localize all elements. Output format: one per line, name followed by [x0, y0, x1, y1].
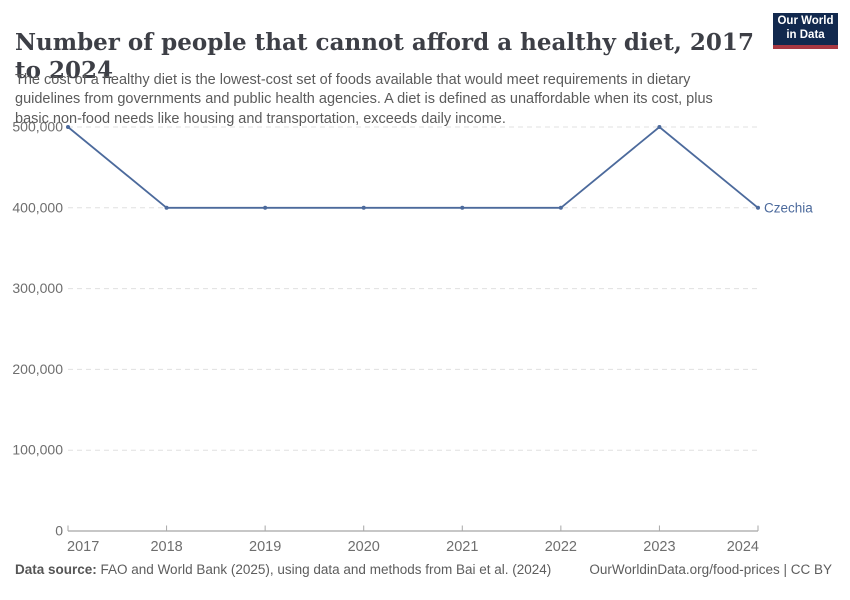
x-tick-label: 2017 [67, 539, 99, 555]
x-tick-label: 2018 [150, 539, 182, 555]
data-point[interactable] [460, 205, 465, 210]
line-chart[interactable]: 0 100,000 200,000 300,000 400,000 500,000 2017… [0, 110, 850, 560]
data-point[interactable] [164, 205, 169, 210]
x-tick-label: 2019 [249, 539, 281, 555]
data-point[interactable] [756, 205, 760, 210]
x-tick-label: 2021 [446, 539, 478, 555]
x-tick-label: 2023 [643, 539, 675, 555]
data-point[interactable] [361, 205, 366, 210]
data-point[interactable] [558, 205, 563, 210]
series-end-label[interactable]: Czechia [764, 200, 813, 215]
data-point[interactable] [263, 205, 268, 210]
y-tick-label: 400,000 [12, 199, 63, 215]
series-line[interactable] [67, 126, 759, 209]
x-tick-label: 2022 [545, 539, 577, 555]
x-tick-label: 2020 [348, 539, 380, 555]
owid-logo-line1: Our World [777, 15, 834, 28]
x-tick-label: 2024 [727, 539, 759, 555]
chart-subtitle: The cost of a healthy diet is the lowest… [15, 71, 713, 127]
y-tick-label: 100,000 [12, 442, 63, 458]
y-tick-label: 200,000 [12, 361, 63, 377]
owid-license-link[interactable]: OurWorldinData.org/food-prices | CC BY [589, 562, 832, 577]
chart-footer: Data source: FAO and World Bank (2025), … [15, 561, 832, 579]
y-tick-label: 500,000 [12, 119, 63, 135]
y-tick-label: 0 [55, 523, 63, 539]
data-source-label: Data source: [15, 562, 97, 577]
data-point[interactable] [657, 125, 662, 129]
data-point[interactable] [66, 125, 70, 129]
owid-logo-line2: in Data [786, 29, 825, 41]
y-tick-label: 300,000 [12, 280, 63, 296]
chart-title: Number of people that cannot afford a he… [15, 29, 754, 84]
data-source-note: Data source: FAO and World Bank (2025), … [15, 561, 551, 579]
data-source-text: FAO and World Bank (2025), using data an… [96, 562, 552, 577]
owid-logo[interactable]: Our World in Data [773, 13, 838, 49]
